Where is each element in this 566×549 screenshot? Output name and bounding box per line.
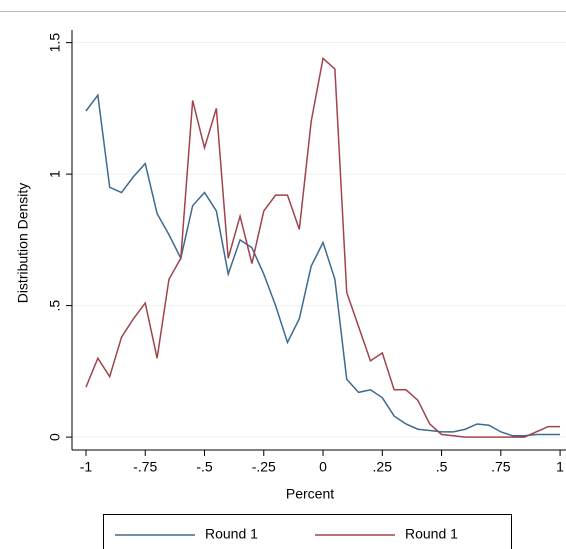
y-tick-label: 1.5	[47, 33, 63, 53]
legend-label: Round 1	[405, 526, 458, 542]
y-tick-label: 1	[47, 170, 63, 178]
data-line	[85, 56, 561, 438]
x-tick-label: .75	[491, 459, 511, 475]
y-tick-label: 0	[47, 433, 63, 441]
y-tick-label: .5	[47, 300, 63, 312]
x-tick-label: -.5	[196, 459, 213, 475]
x-tick-label: -1	[80, 459, 93, 475]
x-axis-title: Percent	[286, 486, 334, 502]
x-tick-label: 0	[319, 459, 327, 475]
y-axis-title: Distribution Density	[15, 183, 31, 304]
x-tick-label: .25	[373, 459, 393, 475]
x-tick-label: 1	[556, 459, 564, 475]
legend	[103, 514, 512, 549]
x-tick-label: -.75	[133, 459, 157, 475]
x-tick-label: -.25	[252, 459, 276, 475]
legend-label: Round 1	[205, 526, 258, 542]
x-tick-label: .5	[436, 459, 448, 475]
data-line	[85, 93, 561, 437]
